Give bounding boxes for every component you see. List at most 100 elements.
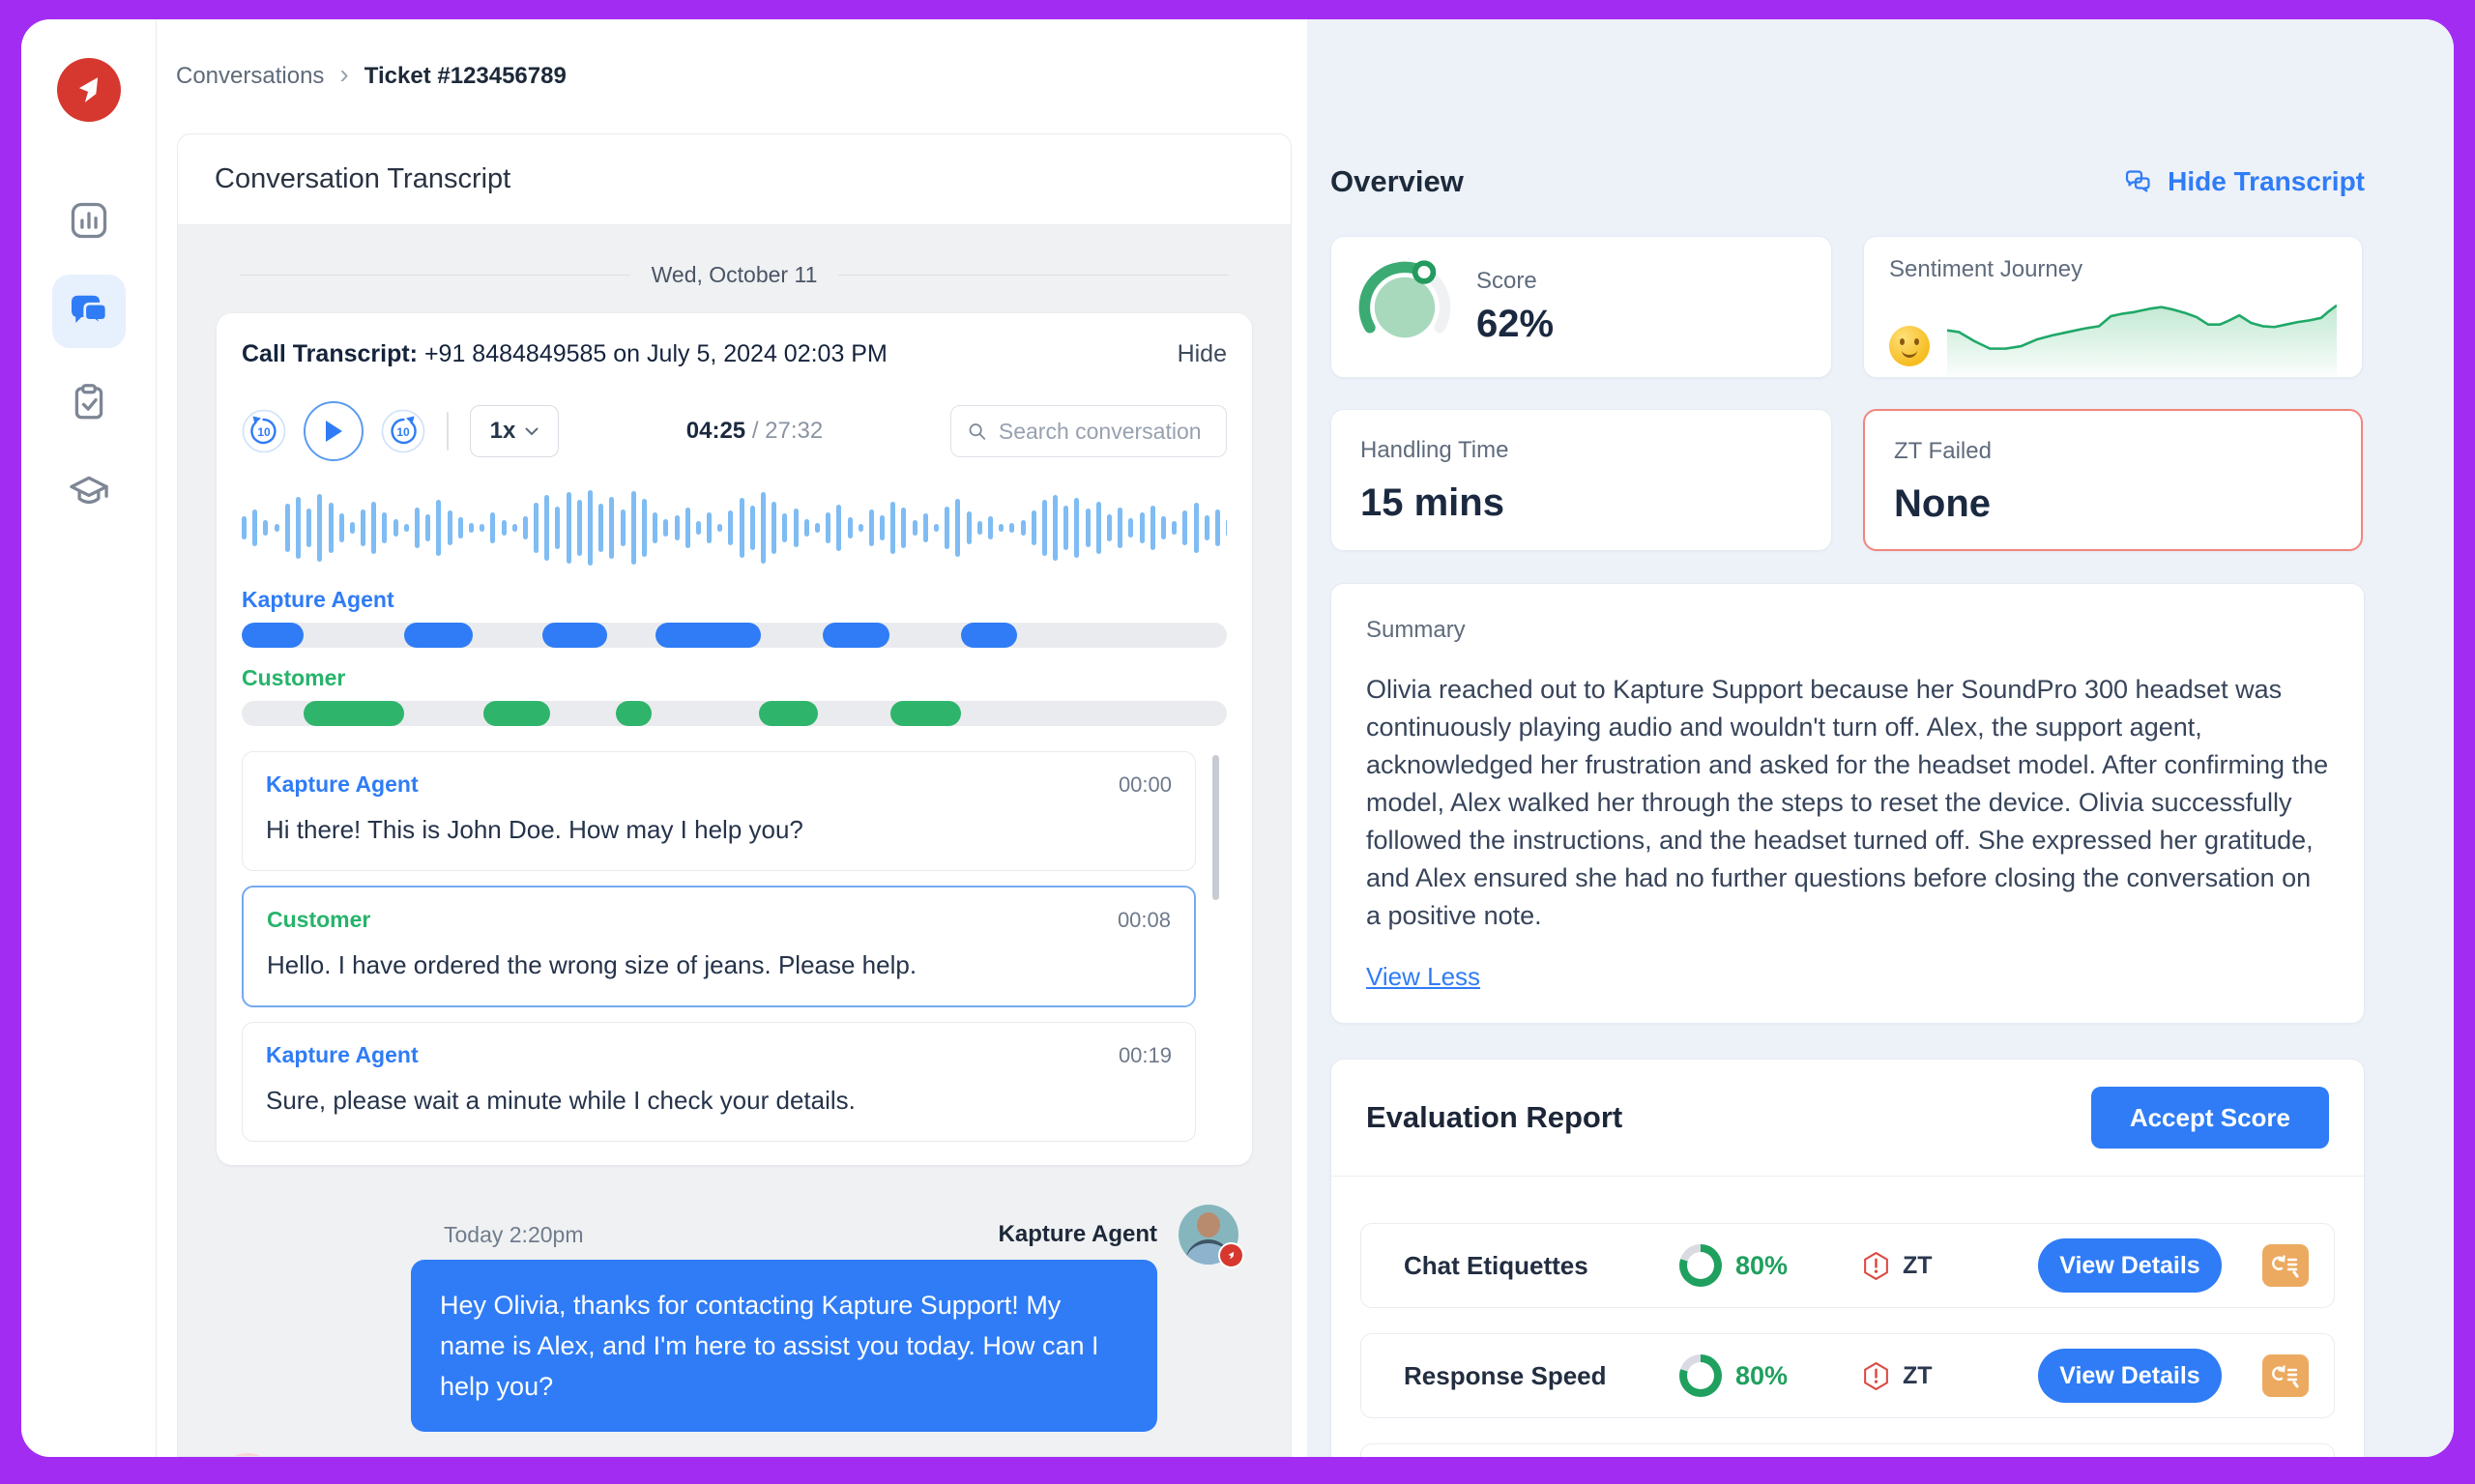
sidebar-item-learning[interactable] [52,456,126,530]
agent-speech-timeline[interactable] [242,623,1227,648]
re-evaluate-icon[interactable] [2262,1244,2309,1287]
messages-scrollbar[interactable] [1212,755,1219,900]
zt-alert-icon [1864,1361,1888,1390]
sidebar-item-analytics[interactable] [52,184,126,257]
audio-player-controls: 10 1 [242,401,1227,461]
history-glyph [2272,1365,2299,1388]
handling-time-card: Handling Time 15 mins [1330,409,1832,551]
zt-failed-value: None [1894,482,1991,525]
kapture-badge-icon [1218,1242,1244,1268]
score-text-block: Score 62% [1476,268,1554,346]
evaluation-rows: Chat Etiquettes 80% ZT View [1331,1177,2364,1457]
accept-score-button[interactable]: Accept Score [2090,1087,2329,1149]
score-percent: 80% [1735,1250,1789,1280]
search-icon [969,423,986,440]
sidebar-item-conversations[interactable] [51,275,126,348]
criterion-name: Response Speed [1404,1360,1607,1390]
score-donut [1679,1244,1722,1287]
transcript-message-selected[interactable]: Customer 00:08 Hello. I have ordered the… [242,886,1196,1007]
date-divider-label: Wed, October 11 [651,262,818,287]
chat-sender-name: Kapture Agent [998,1221,1157,1247]
kapture-logo-glyph [78,77,98,102]
audio-waveform[interactable] [242,486,1227,569]
zt-failed-card: ZT Failed None [1863,409,2363,551]
evaluation-report-card: Evaluation Report Accept Score Chat Etiq… [1330,1059,2365,1457]
message-text: Hi there! This is John Doe. How may I he… [266,815,803,844]
overview-panel: Overview Hide Transcript Score [1307,19,2454,1457]
play-button[interactable] [304,401,364,461]
evaluation-row-response-speed: Response Speed 80% ZT View [1360,1333,2335,1418]
date-divider: Wed, October 11 [240,262,1229,288]
conversation-transcript-panel: Conversation Transcript Wed, October 11 … [177,133,1292,1457]
handling-time-label: Handling Time [1360,437,1509,463]
evaluation-report-header: Evaluation Report Accept Score [1331,1060,2364,1177]
transcript-panel-body: Wed, October 11 Call Transcript: +91 848… [178,225,1291,1456]
evaluation-row-chat-etiquettes: Chat Etiquettes 80% ZT View [1360,1223,2335,1308]
evaluation-report-title: Evaluation Report [1366,1100,1623,1134]
chat-customer-meta-row: O Olivia Today 2:20pm [217,1453,1252,1456]
transcript-panel-header: Conversation Transcript [178,134,1291,225]
conversations-icon [71,295,107,328]
playback-speed-value: 1x [489,418,516,444]
zt-failed-label: ZT Failed [1894,438,1992,464]
view-details-button[interactable]: View Details [2038,1349,2222,1403]
svg-text:10: 10 [257,425,271,439]
transcript-panel-title: Conversation Transcript [215,163,511,194]
speaker-label-customer: Customer [242,665,346,690]
message-speaker: Customer [267,907,371,932]
history-glyph [2272,1255,2299,1278]
re-evaluate-icon[interactable] [2262,1354,2309,1397]
evaluation-row-empathy-tone: Empathy & Tone 80% ZT View [1360,1443,2335,1457]
sentiment-label: Sentiment Journey [1889,256,2083,282]
transcript-message[interactable]: Kapture Agent 00:00 Hi there! This is Jo… [242,751,1196,871]
search-input[interactable] [998,418,1210,445]
score-value: 62% [1476,303,1555,345]
hide-call-transcript-button[interactable]: Hide [1177,340,1227,367]
criterion-score: 80% [1679,1244,1863,1287]
customer-speech-timeline[interactable] [242,701,1227,726]
criterion-score: 80% [1679,1354,1863,1397]
call-transcript-title-label: Call Transcript: [242,340,418,367]
kapture-logo[interactable] [56,58,121,122]
message-timestamp: 00:19 [1118,1042,1172,1067]
view-less-link[interactable]: View Less [1366,962,1481,991]
transcript-column: Conversations › Ticket #123456789 Conver… [157,19,1307,1457]
chat-message-bubble[interactable]: Hey Olivia, thanks for contacting Kaptur… [411,1260,1157,1432]
current-time: 04:25 [685,418,746,444]
forward-10-button[interactable]: 10 [381,409,425,453]
play-icon [326,421,342,442]
zt-flag: ZT [1863,1361,2023,1391]
transcript-messages: Kapture Agent 00:00 Hi there! This is Jo… [242,751,1227,1142]
summary-label: Summary [1366,617,1466,643]
hide-transcript-label: Hide Transcript [2168,166,2365,196]
zt-flag: ZT [1863,1251,2023,1281]
playback-speed-select[interactable]: 1x [470,405,559,457]
divider-line [838,275,1229,276]
message-speaker: Kapture Agent [266,1042,419,1067]
zt-alert-icon [1864,1251,1888,1280]
call-transcript-header: Call Transcript: +91 8484849585 on July … [242,340,1227,368]
sentiment-body [1889,293,2337,376]
hide-transcript-button[interactable]: Hide Transcript [2123,166,2365,197]
criterion-name: Chat Etiquettes [1404,1250,1588,1280]
kapture-badge-glyph [1228,1251,1235,1260]
call-transcript-title: Call Transcript: +91 8484849585 on July … [242,340,888,368]
call-transcript-card: Call Transcript: +91 8484849585 on July … [217,313,1252,1165]
sidebar-item-tasks[interactable] [52,365,126,439]
summary-text: Olivia reached out to Kapture Support be… [1366,675,2329,930]
breadcrumb-conversations[interactable]: Conversations [176,63,325,89]
sidebar [21,19,157,1457]
total-time: / 27:32 [751,418,824,444]
view-details-button[interactable]: View Details [2038,1238,2222,1293]
message-timestamp: 00:00 [1118,771,1172,797]
chat-agent-message-row: Hey Olivia, thanks for contacting Kaptur… [217,1260,1252,1432]
sentiment-line-chart [1947,293,2337,376]
message-speaker: Kapture Agent [266,771,419,797]
smiley-icon [1889,326,1930,366]
chat-bubbles-icon [2126,170,2150,192]
transcript-message[interactable]: Kapture Agent 00:19 Sure, please wait a … [242,1022,1196,1142]
message-text: Sure, please wait a minute while I check… [266,1086,856,1115]
call-transcript-title-info: +91 8484849585 on July 5, 2024 02:03 PM [418,340,888,367]
rewind-10-button[interactable]: 10 [242,409,286,453]
divider-line [240,275,630,276]
